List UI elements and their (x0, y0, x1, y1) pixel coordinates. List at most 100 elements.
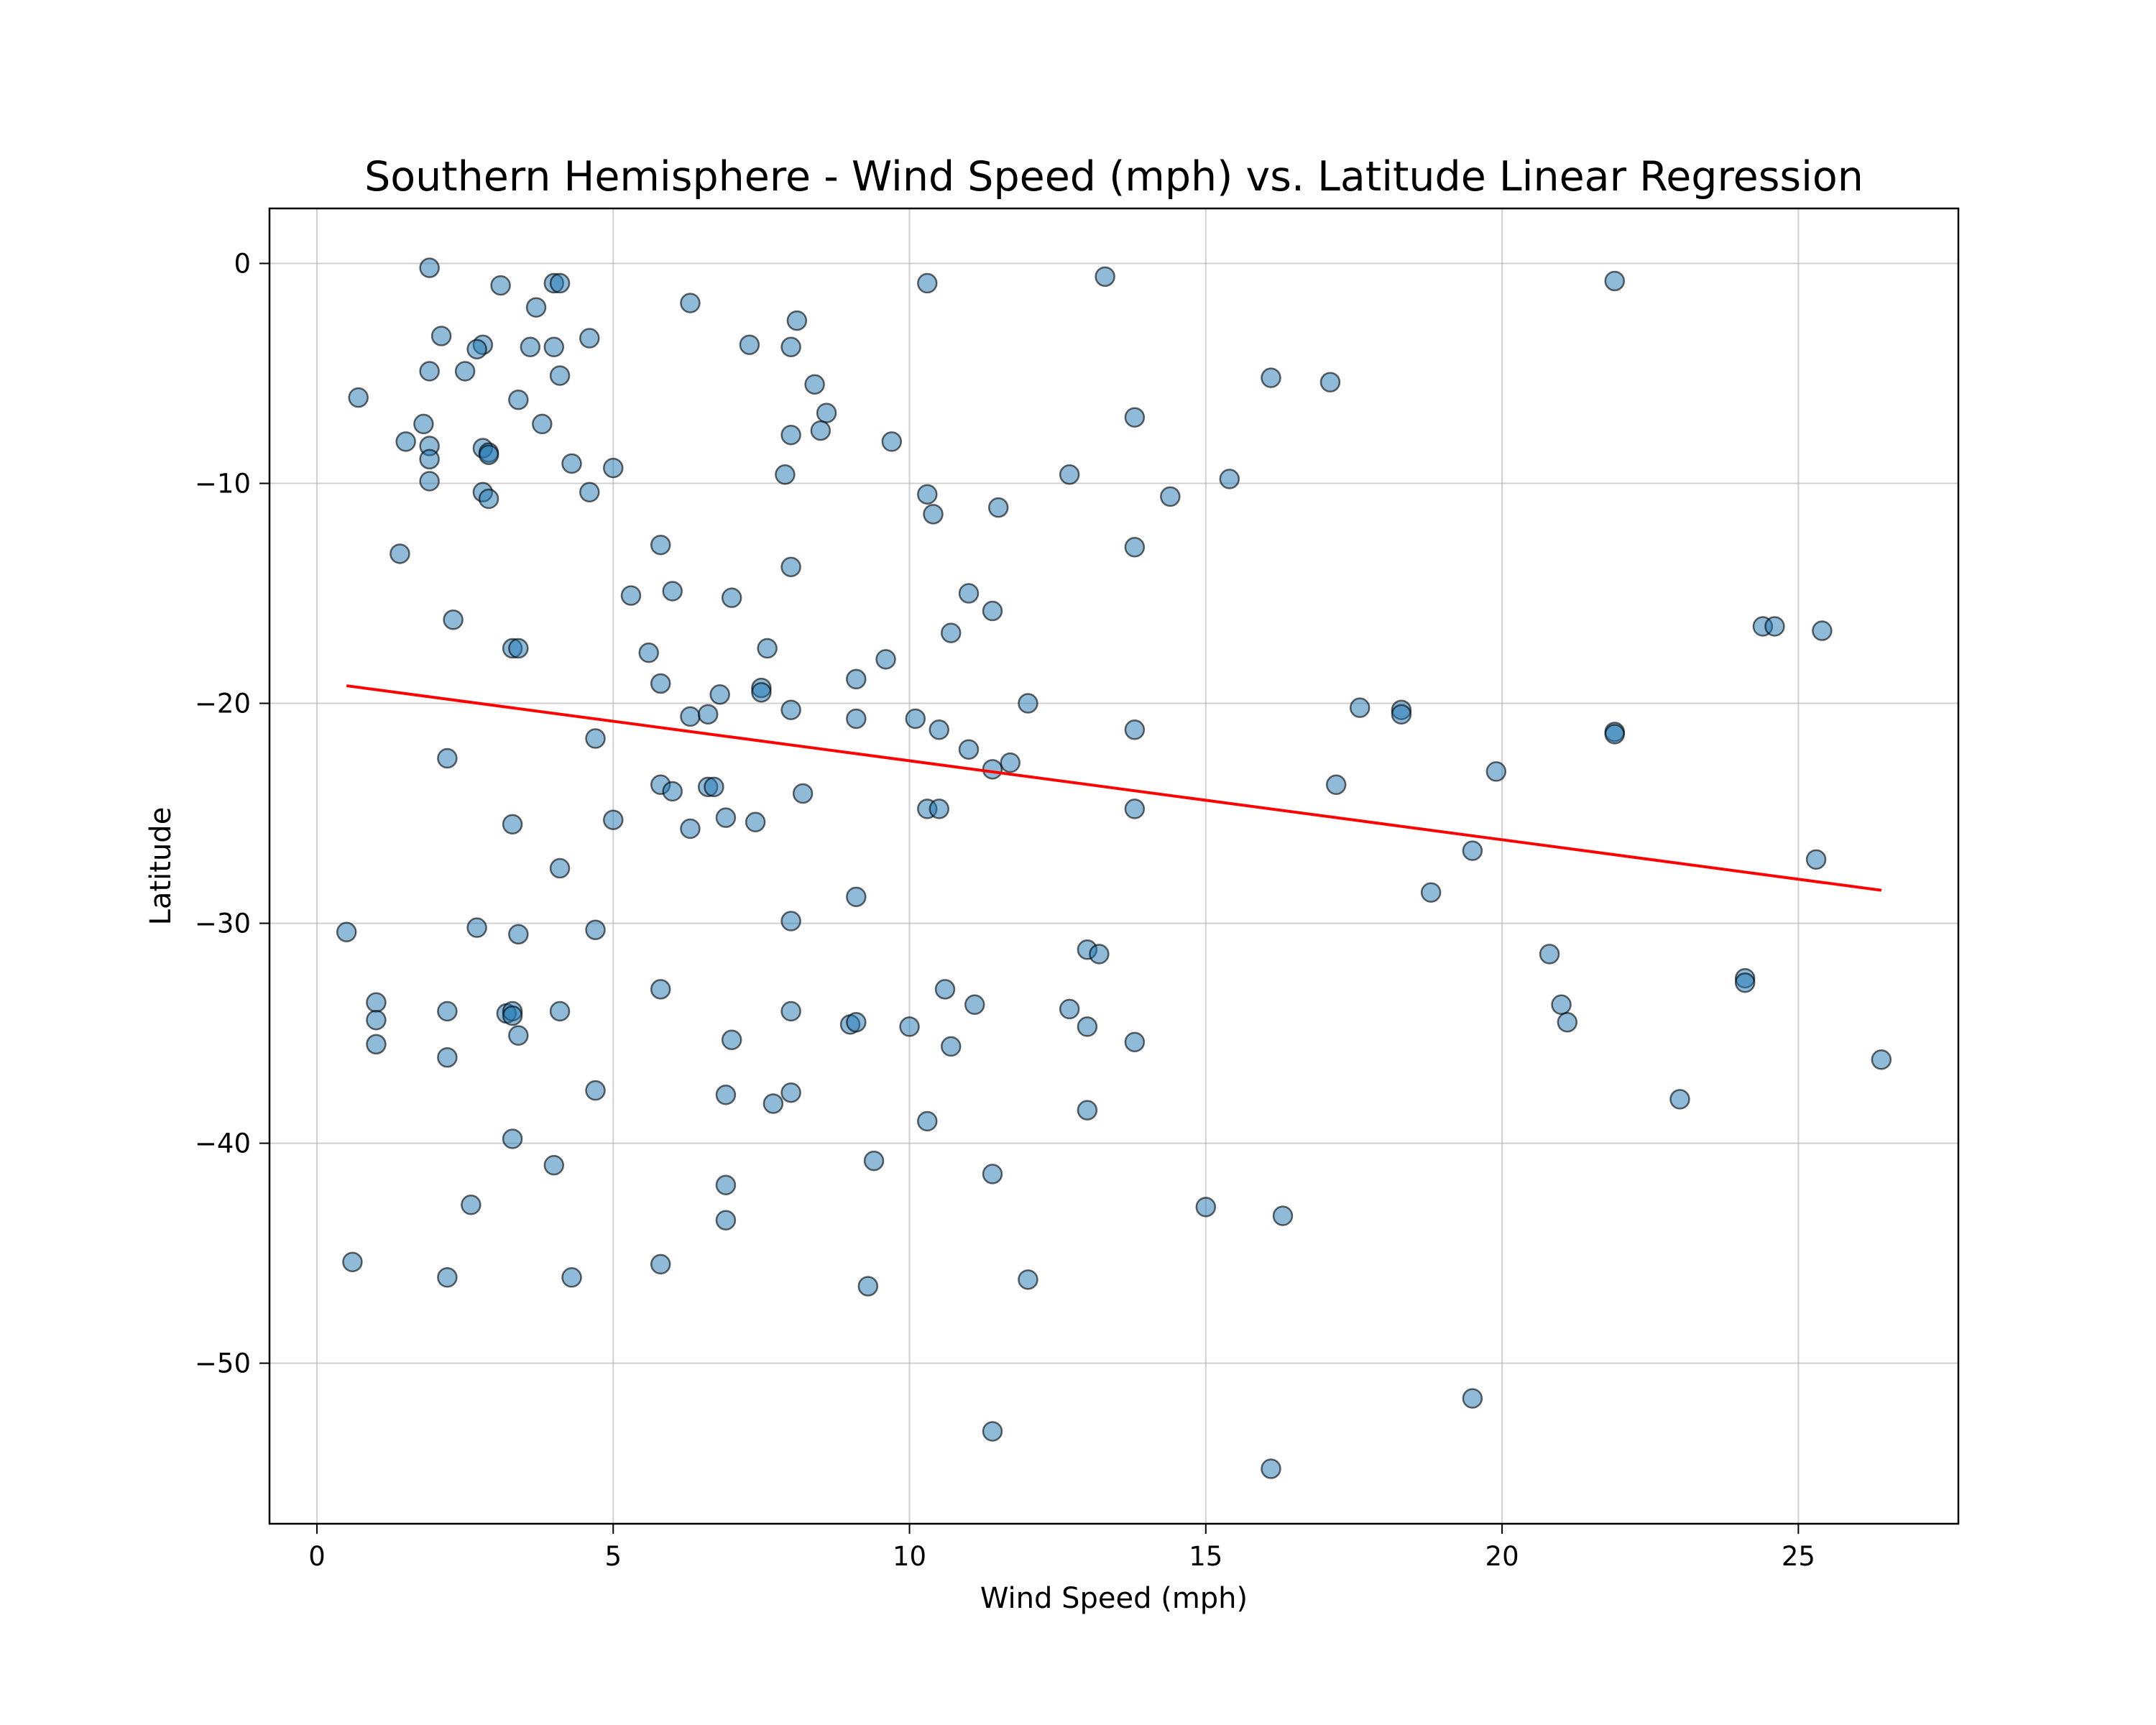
data-point (810, 420, 831, 441)
data-point (1219, 469, 1240, 489)
data-point (419, 257, 440, 278)
data-point (508, 924, 529, 945)
data-point (419, 361, 440, 382)
data-point (757, 638, 778, 659)
x-tick-label: 10 (893, 1541, 926, 1572)
data-point (508, 638, 529, 659)
data-point (1812, 620, 1833, 641)
data-point (792, 783, 814, 804)
data-point (650, 534, 671, 556)
data-point (857, 1276, 879, 1297)
data-point (982, 1421, 1003, 1442)
y-tick-label: −30 (195, 908, 251, 939)
data-point (940, 1036, 962, 1057)
data-point (620, 585, 642, 606)
data-point (461, 1195, 482, 1215)
data-point (532, 413, 553, 435)
y-axis-label: Latitude (144, 807, 178, 926)
data-point (680, 706, 701, 727)
data-point (816, 402, 837, 423)
data-point (549, 272, 571, 294)
data-point (1124, 407, 1146, 428)
data-point (543, 1154, 565, 1176)
data-point (697, 704, 719, 725)
data-point (780, 699, 801, 720)
data-point (437, 1046, 458, 1068)
data-point (881, 431, 903, 452)
data-point (466, 917, 487, 938)
data-point (1124, 1031, 1146, 1053)
y-tick-label: −10 (195, 469, 251, 500)
data-point (561, 453, 582, 474)
data-point (585, 728, 606, 749)
data-point (964, 994, 985, 1016)
data-point (502, 1005, 523, 1026)
data-point (1604, 724, 1626, 745)
data-point (1195, 1197, 1217, 1218)
data-point (561, 1267, 582, 1288)
data-point (846, 708, 867, 730)
data-point (502, 814, 523, 835)
data-point (1018, 1269, 1038, 1290)
data-point (780, 424, 801, 446)
data-point (715, 1210, 737, 1230)
data-point (419, 448, 440, 470)
data-point (1557, 1012, 1578, 1033)
data-point (342, 1251, 363, 1273)
data-point (751, 681, 772, 703)
data-point (395, 431, 416, 452)
data-point (1325, 774, 1347, 796)
data-point (650, 673, 671, 694)
data-point (1272, 1205, 1294, 1226)
data-point (1604, 270, 1626, 292)
regression-line-group (346, 684, 1882, 892)
data-point (602, 809, 624, 830)
data-point (721, 587, 742, 608)
data-point (1059, 998, 1080, 1020)
data-point (1018, 693, 1038, 714)
data-point (745, 811, 766, 833)
data-point (602, 457, 624, 479)
data-point (1077, 1100, 1098, 1121)
data-point (929, 799, 950, 819)
y-tick-label: 0 (234, 249, 251, 280)
data-point (525, 297, 547, 318)
data-point (478, 444, 499, 465)
data-point (846, 668, 867, 690)
x-axis-label: Wind Speed (mph) (980, 1582, 1248, 1615)
data-point (721, 1029, 742, 1051)
x-tick-label: 25 (1782, 1541, 1815, 1572)
data-point (1124, 799, 1146, 819)
plot-frame (268, 207, 1960, 1525)
data-point (549, 365, 571, 386)
data-point (1160, 486, 1181, 507)
y-tick-label: −40 (195, 1128, 251, 1159)
data-point (413, 413, 434, 435)
data-point (739, 334, 760, 355)
data-point (508, 1025, 529, 1046)
data-point (940, 622, 962, 643)
data-point (929, 719, 950, 740)
data-point (585, 919, 606, 940)
data-point (780, 1000, 801, 1022)
data-point (715, 1174, 737, 1195)
x-tick-label: 5 (604, 1541, 622, 1572)
data-point (715, 807, 737, 828)
data-point (585, 1080, 606, 1101)
data-point (508, 389, 529, 410)
data-point (1871, 1049, 1892, 1070)
data-point (1319, 372, 1341, 393)
y-tick-label: −50 (195, 1348, 251, 1379)
data-point (549, 857, 571, 879)
data-point (899, 1016, 920, 1037)
data-point (1539, 944, 1560, 965)
data-point (1764, 616, 1785, 637)
data-point (1261, 367, 1281, 388)
data-point (520, 336, 541, 358)
data-point (1124, 537, 1146, 558)
data-point (366, 1034, 387, 1055)
data-point (1000, 752, 1021, 773)
data-point (549, 1000, 571, 1022)
